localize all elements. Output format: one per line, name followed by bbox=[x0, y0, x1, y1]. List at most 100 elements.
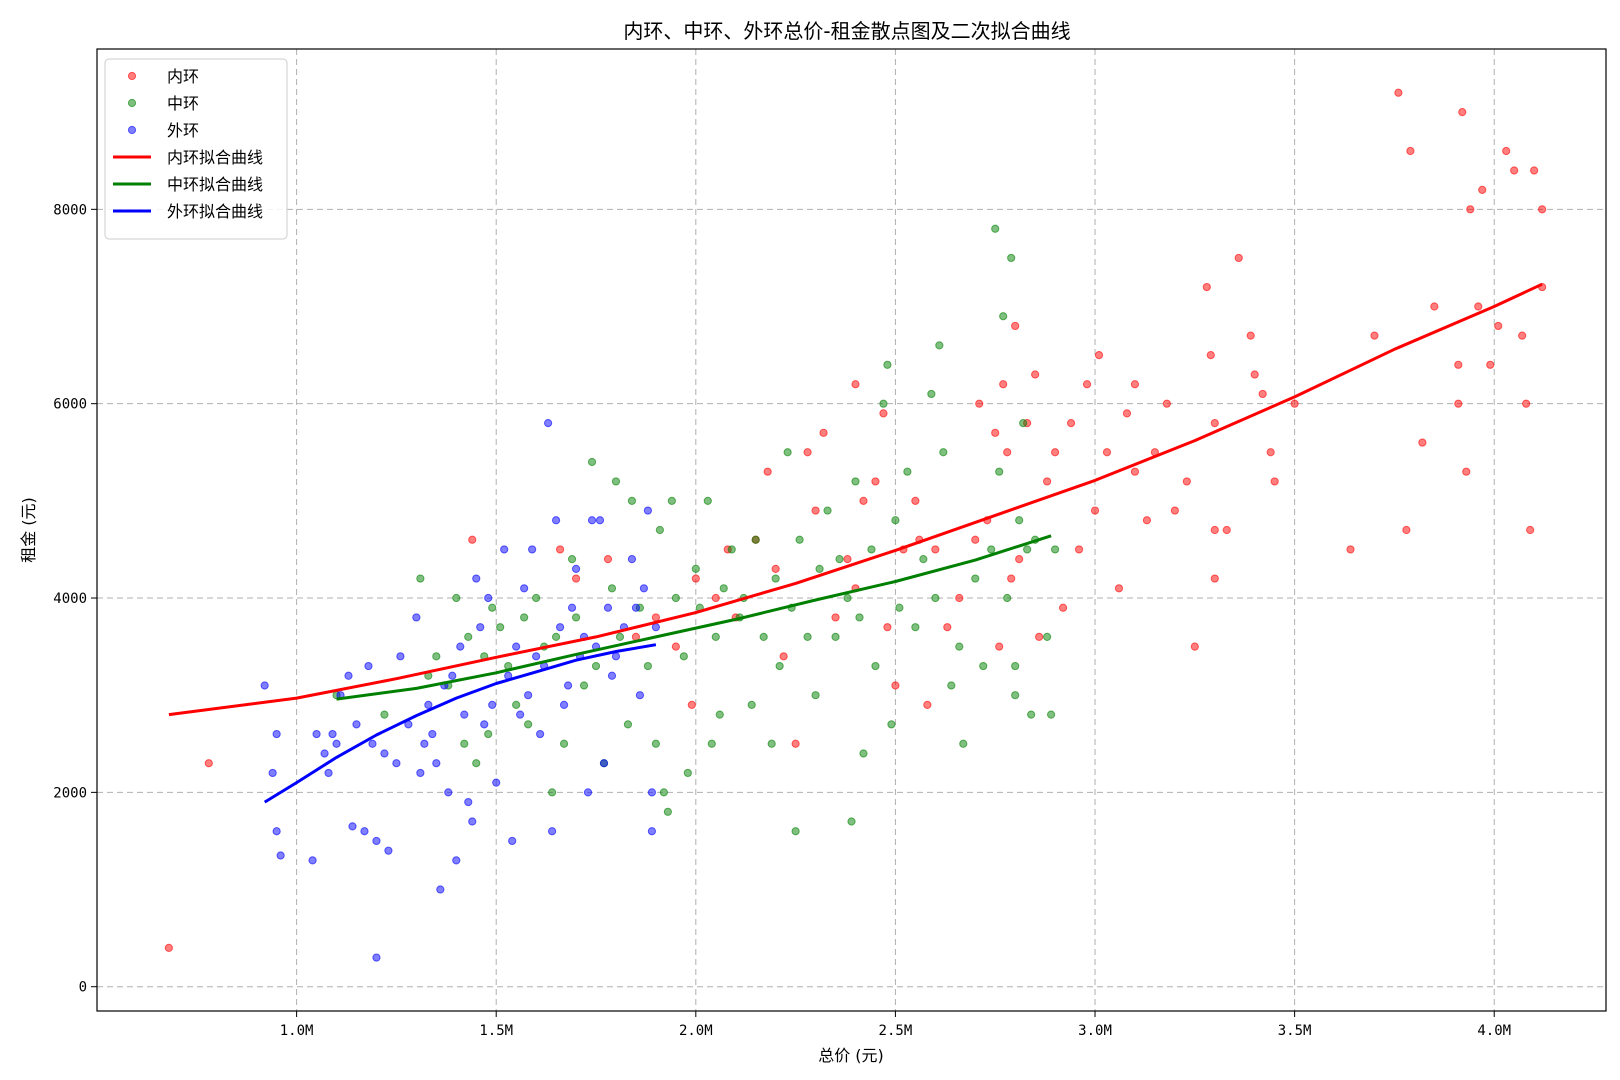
scatter-point bbox=[532, 593, 541, 603]
scatter-point bbox=[671, 642, 680, 651]
scatter-point bbox=[1027, 710, 1036, 719]
scatter-point bbox=[1007, 574, 1016, 583]
x-tick-label: 3.5M bbox=[1278, 1023, 1312, 1039]
x-tick-label: 1.0M bbox=[280, 1023, 314, 1039]
scatter-point bbox=[1102, 448, 1112, 457]
scatter-point bbox=[987, 545, 996, 554]
scatter-point bbox=[1222, 525, 1231, 535]
scatter-point bbox=[703, 496, 712, 505]
scatter-point bbox=[432, 652, 441, 661]
scatter-point bbox=[979, 661, 988, 671]
scatter-point bbox=[328, 729, 337, 739]
scatter-point bbox=[512, 700, 521, 710]
scatter-point bbox=[452, 856, 461, 865]
scatter-point bbox=[995, 467, 1004, 476]
scatter-point bbox=[851, 477, 860, 486]
legend-marker bbox=[127, 125, 137, 135]
scatter-point bbox=[795, 535, 804, 544]
y-tick-label: 6000 bbox=[53, 397, 87, 413]
y-tick-label: 8000 bbox=[53, 202, 87, 218]
scatter-point bbox=[803, 448, 812, 457]
scatter-point bbox=[923, 700, 932, 710]
scatter-point bbox=[1210, 525, 1219, 535]
scatter-point bbox=[859, 496, 868, 505]
x-tick-label: 1.5M bbox=[479, 1023, 513, 1039]
scatter-point bbox=[711, 632, 720, 641]
scatter-point bbox=[547, 788, 557, 797]
scatter-point bbox=[651, 623, 660, 632]
scatter-point bbox=[1082, 380, 1092, 389]
scatter-point bbox=[991, 428, 1000, 437]
scatter-point bbox=[456, 642, 465, 651]
scatter-point bbox=[1402, 525, 1411, 535]
scatter-point bbox=[372, 953, 381, 962]
scatter-point bbox=[871, 661, 880, 671]
scatter-point bbox=[432, 759, 441, 768]
scatter-point bbox=[520, 584, 529, 593]
scatter-point bbox=[312, 729, 321, 739]
scatter-point bbox=[1418, 438, 1427, 447]
scatter-point bbox=[380, 749, 389, 758]
scatter-point bbox=[659, 788, 668, 797]
scatter-point bbox=[855, 613, 864, 622]
scatter-point bbox=[595, 516, 605, 525]
scatter-point bbox=[464, 797, 473, 807]
scatter-point bbox=[428, 729, 437, 739]
scatter-point bbox=[847, 817, 856, 826]
scatter-point bbox=[460, 739, 469, 748]
scatter-point bbox=[1346, 545, 1355, 554]
scatter-point bbox=[851, 380, 860, 389]
scatter-point bbox=[320, 749, 329, 758]
scatter-point bbox=[959, 739, 968, 748]
scatter-point bbox=[911, 496, 920, 505]
scatter-series bbox=[260, 419, 660, 962]
scatter-point bbox=[783, 448, 792, 457]
scatter-point bbox=[416, 574, 425, 583]
scatter-point bbox=[1430, 302, 1439, 311]
scatter-point bbox=[416, 768, 425, 778]
scatter-point bbox=[1538, 205, 1547, 214]
scatter-point bbox=[771, 574, 780, 583]
scatter-point bbox=[372, 836, 381, 846]
scatter-point bbox=[815, 564, 824, 573]
scatter-point bbox=[879, 399, 888, 408]
scatter-point bbox=[719, 584, 728, 593]
scatter-point bbox=[607, 671, 617, 680]
scatter-point bbox=[583, 788, 593, 797]
scatter-point bbox=[324, 768, 333, 778]
scatter-point bbox=[843, 593, 852, 603]
scatter-point bbox=[1206, 350, 1215, 360]
scatter-point bbox=[1035, 632, 1044, 641]
scatter-point bbox=[1058, 603, 1068, 612]
scatter-point bbox=[567, 603, 577, 612]
scatter-point bbox=[1530, 166, 1539, 175]
scatter-point bbox=[1003, 448, 1012, 457]
scatter-point bbox=[1526, 525, 1535, 535]
scatter-point bbox=[871, 477, 880, 486]
scatter-point bbox=[332, 739, 341, 748]
scatter-point bbox=[472, 759, 481, 768]
fit-curve bbox=[336, 534, 1052, 701]
scatter-point bbox=[939, 448, 948, 457]
scatter-point bbox=[551, 632, 561, 641]
scatter-point bbox=[260, 681, 269, 690]
scatter-point bbox=[651, 739, 660, 748]
scatter-point bbox=[867, 545, 876, 554]
legend-label: 外环 bbox=[167, 121, 199, 140]
scatter-point bbox=[623, 720, 633, 729]
scatter-point bbox=[831, 632, 840, 641]
legend-label: 内环 bbox=[167, 67, 199, 86]
scatter-point bbox=[691, 564, 700, 573]
scatter-point bbox=[1394, 88, 1403, 97]
legend-label: 外环拟合曲线 bbox=[167, 202, 263, 221]
scatter-point bbox=[480, 720, 489, 729]
legend-label: 中环拟合曲线 bbox=[167, 175, 263, 194]
legend-marker bbox=[127, 71, 137, 81]
scatter-point bbox=[919, 555, 928, 564]
scatter-point bbox=[667, 496, 676, 505]
scatter-point bbox=[763, 467, 772, 476]
scatter-point bbox=[931, 593, 940, 603]
scatter-point bbox=[368, 739, 377, 748]
scatter-point bbox=[496, 623, 505, 632]
scatter-point bbox=[1202, 282, 1211, 292]
